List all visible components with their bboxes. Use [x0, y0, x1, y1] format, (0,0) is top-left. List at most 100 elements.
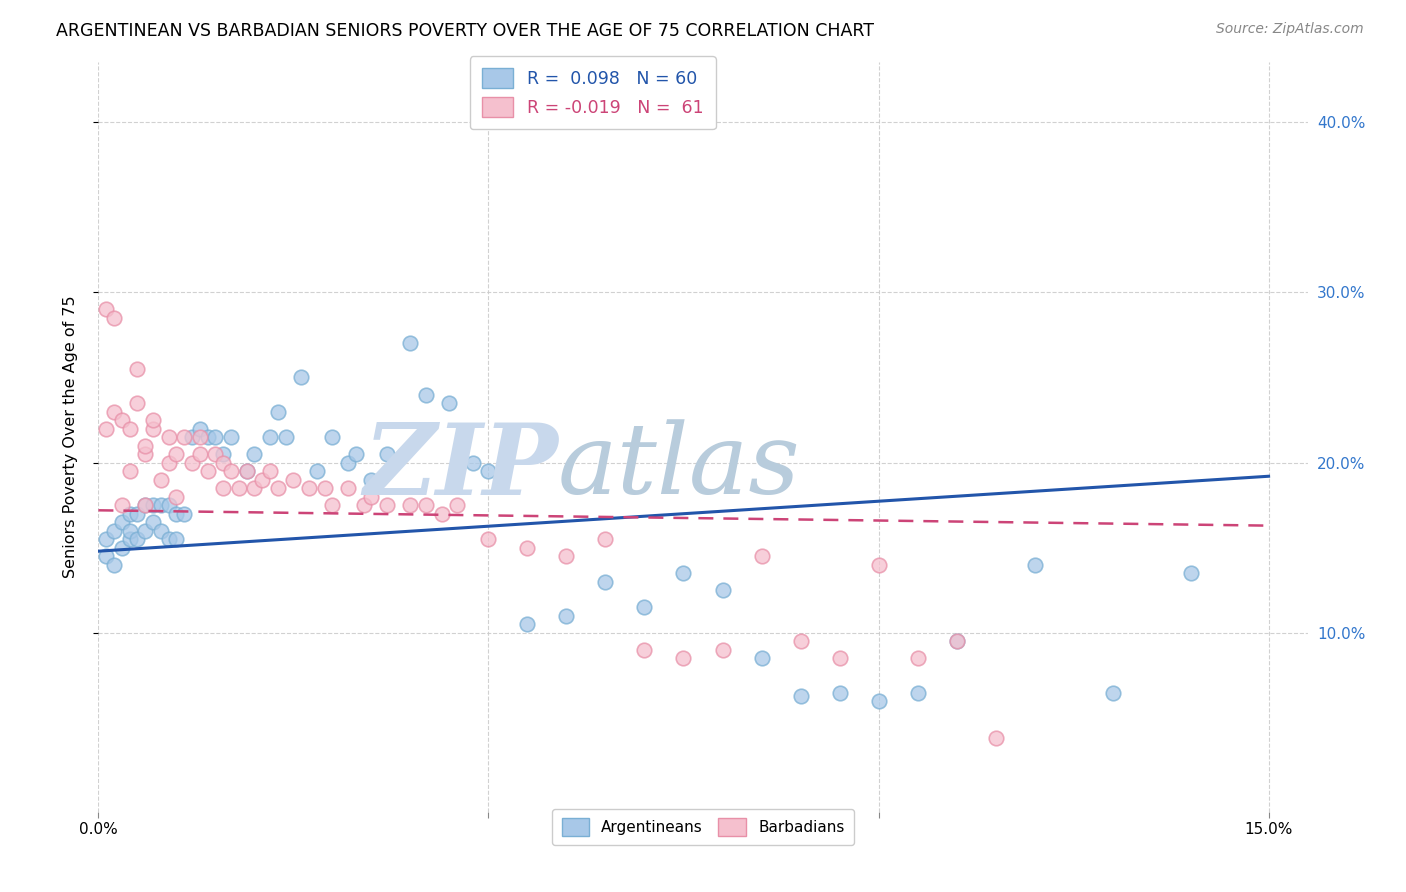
- Point: [439, 396, 461, 410]
- Point: [127, 533, 149, 547]
- Point: [204, 447, 226, 461]
- Point: [711, 583, 734, 598]
- Point: [477, 464, 499, 478]
- Point: [353, 498, 375, 512]
- Text: ARGENTINEAN VS BARBADIAN SENIORS POVERTY OVER THE AGE OF 75 CORRELATION CHART: ARGENTINEAN VS BARBADIAN SENIORS POVERTY…: [56, 22, 875, 40]
- Point: [305, 464, 328, 478]
- Point: [134, 524, 156, 538]
- Point: [118, 421, 141, 435]
- Point: [595, 574, 617, 589]
- Point: [235, 464, 257, 478]
- Point: [103, 524, 125, 538]
- Point: [118, 524, 141, 538]
- Point: [188, 421, 211, 435]
- Point: [337, 481, 360, 495]
- Point: [243, 447, 266, 461]
- Point: [157, 498, 180, 512]
- Point: [118, 533, 141, 547]
- Point: [828, 685, 851, 699]
- Point: [461, 456, 484, 470]
- Point: [142, 413, 165, 427]
- Point: [267, 481, 290, 495]
- Point: [907, 651, 929, 665]
- Point: [165, 447, 187, 461]
- Point: [314, 481, 336, 495]
- Point: [344, 447, 367, 461]
- Point: [212, 447, 235, 461]
- Point: [103, 558, 125, 572]
- Point: [118, 507, 141, 521]
- Point: [219, 464, 242, 478]
- Point: [259, 430, 281, 444]
- Point: [1024, 558, 1046, 572]
- Point: [751, 651, 773, 665]
- Point: [907, 685, 929, 699]
- Point: [96, 533, 118, 547]
- Point: [828, 651, 851, 665]
- Point: [173, 507, 195, 521]
- Point: [375, 498, 398, 512]
- Y-axis label: Seniors Poverty Over the Age of 75: Seniors Poverty Over the Age of 75: [63, 296, 77, 578]
- Point: [188, 447, 211, 461]
- Point: [165, 507, 187, 521]
- Point: [103, 310, 125, 325]
- Point: [103, 404, 125, 418]
- Point: [157, 456, 180, 470]
- Point: [111, 515, 134, 529]
- Point: [399, 498, 422, 512]
- Point: [142, 421, 165, 435]
- Point: [181, 430, 204, 444]
- Point: [111, 498, 134, 512]
- Point: [672, 651, 695, 665]
- Point: [243, 481, 266, 495]
- Point: [165, 533, 187, 547]
- Point: [219, 430, 242, 444]
- Point: [259, 464, 281, 478]
- Point: [298, 481, 321, 495]
- Point: [127, 362, 149, 376]
- Text: Source: ZipAtlas.com: Source: ZipAtlas.com: [1216, 22, 1364, 37]
- Point: [96, 421, 118, 435]
- Point: [477, 533, 499, 547]
- Point: [197, 430, 219, 444]
- Point: [375, 447, 398, 461]
- Point: [267, 404, 290, 418]
- Point: [672, 566, 695, 581]
- Point: [633, 643, 655, 657]
- Point: [430, 507, 453, 521]
- Point: [127, 507, 149, 521]
- Point: [321, 498, 343, 512]
- Point: [165, 490, 187, 504]
- Point: [290, 370, 312, 384]
- Point: [283, 473, 305, 487]
- Point: [149, 524, 172, 538]
- Legend: Argentineans, Barbadians: Argentineans, Barbadians: [553, 809, 853, 846]
- Point: [555, 549, 578, 564]
- Point: [868, 694, 890, 708]
- Point: [751, 549, 773, 564]
- Point: [142, 498, 165, 512]
- Point: [789, 689, 811, 703]
- Point: [516, 617, 538, 632]
- Point: [321, 430, 343, 444]
- Point: [134, 498, 156, 512]
- Point: [204, 430, 226, 444]
- Point: [157, 430, 180, 444]
- Point: [984, 731, 1007, 746]
- Point: [789, 634, 811, 648]
- Point: [96, 549, 118, 564]
- Point: [149, 473, 172, 487]
- Point: [157, 533, 180, 547]
- Point: [173, 430, 195, 444]
- Point: [399, 336, 422, 351]
- Point: [134, 447, 156, 461]
- Point: [142, 515, 165, 529]
- Point: [868, 558, 890, 572]
- Point: [181, 456, 204, 470]
- Point: [212, 456, 235, 470]
- Point: [446, 498, 468, 512]
- Point: [1180, 566, 1202, 581]
- Point: [1101, 685, 1123, 699]
- Point: [111, 413, 134, 427]
- Text: ZIP: ZIP: [363, 419, 558, 516]
